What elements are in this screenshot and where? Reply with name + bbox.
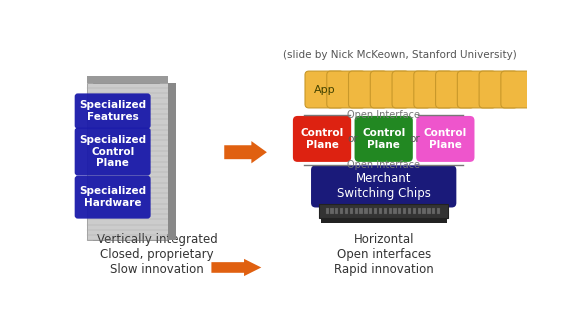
Text: Specialized
Features: Specialized Features — [79, 100, 146, 122]
Bar — [388, 208, 392, 214]
FancyBboxPatch shape — [305, 71, 343, 108]
Bar — [331, 208, 333, 214]
Bar — [422, 208, 426, 214]
Bar — [432, 208, 435, 214]
Bar — [398, 208, 401, 214]
FancyBboxPatch shape — [479, 71, 518, 108]
Bar — [374, 208, 377, 214]
Bar — [355, 208, 358, 214]
FancyArrow shape — [211, 259, 261, 276]
Bar — [427, 208, 431, 214]
Text: Horizontal
Open interfaces
Rapid innovation: Horizontal Open interfaces Rapid innovat… — [334, 233, 433, 276]
FancyArrow shape — [224, 141, 267, 164]
Text: Control
Plane: Control Plane — [301, 128, 343, 150]
Bar — [379, 208, 382, 214]
Text: Control
Plane: Control Plane — [424, 128, 467, 150]
FancyBboxPatch shape — [75, 128, 150, 176]
Bar — [369, 208, 373, 214]
FancyBboxPatch shape — [311, 165, 456, 208]
Text: Open Interface: Open Interface — [347, 160, 420, 170]
Text: Control
Plane: Control Plane — [362, 128, 405, 150]
Bar — [413, 208, 416, 214]
FancyBboxPatch shape — [457, 71, 496, 108]
Text: Vertically integrated
Closed, proprietary
Slow innovation: Vertically integrated Closed, proprietar… — [97, 233, 218, 276]
FancyBboxPatch shape — [321, 217, 447, 223]
FancyBboxPatch shape — [75, 93, 150, 129]
FancyBboxPatch shape — [436, 71, 474, 108]
FancyBboxPatch shape — [293, 116, 351, 162]
Text: or: or — [347, 134, 358, 144]
Bar — [340, 208, 343, 214]
Text: Specialized
Hardware: Specialized Hardware — [79, 186, 146, 208]
Bar — [437, 208, 441, 214]
Bar — [359, 208, 363, 214]
Bar — [325, 208, 329, 214]
FancyBboxPatch shape — [392, 71, 431, 108]
Bar — [393, 208, 397, 214]
FancyBboxPatch shape — [319, 204, 448, 218]
FancyBboxPatch shape — [414, 71, 452, 108]
Bar — [408, 208, 411, 214]
FancyBboxPatch shape — [93, 83, 159, 240]
FancyBboxPatch shape — [109, 83, 138, 240]
FancyBboxPatch shape — [501, 71, 539, 108]
FancyBboxPatch shape — [168, 83, 176, 240]
Bar — [364, 208, 367, 214]
Bar — [418, 208, 421, 214]
Text: or: or — [409, 134, 420, 144]
Text: (slide by Nick McKeown, Stanford University): (slide by Nick McKeown, Stanford Univers… — [283, 50, 517, 60]
FancyBboxPatch shape — [370, 71, 409, 108]
Text: Specialized
Control
Plane: Specialized Control Plane — [79, 135, 146, 168]
FancyBboxPatch shape — [87, 83, 168, 240]
FancyBboxPatch shape — [416, 116, 474, 162]
Text: App: App — [314, 85, 335, 94]
Bar — [384, 208, 387, 214]
Bar — [335, 208, 339, 214]
FancyBboxPatch shape — [355, 116, 413, 162]
FancyBboxPatch shape — [349, 71, 387, 108]
FancyBboxPatch shape — [75, 176, 150, 219]
Text: Open Interface: Open Interface — [347, 111, 420, 120]
FancyBboxPatch shape — [87, 76, 168, 83]
FancyBboxPatch shape — [327, 71, 366, 108]
Bar — [345, 208, 348, 214]
Bar — [350, 208, 353, 214]
Text: Merchant
Switching Chips: Merchant Switching Chips — [337, 172, 431, 200]
Bar — [403, 208, 407, 214]
